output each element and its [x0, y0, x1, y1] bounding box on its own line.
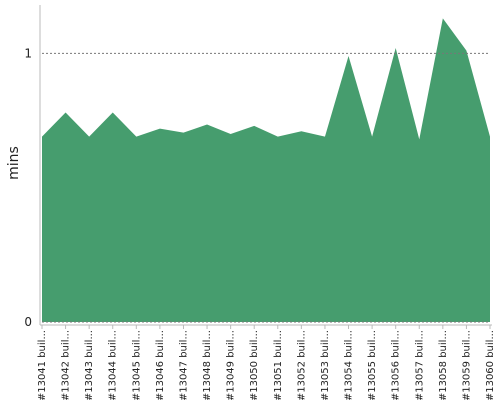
x-tick-label: #13058 buil... — [438, 330, 449, 400]
x-tick-label: #13046 buil... — [155, 330, 166, 400]
x-tick-label: #13050 buil... — [249, 330, 260, 400]
x-tick-label: #13054 buil... — [344, 330, 355, 400]
x-tick-label: #13051 buil... — [273, 330, 284, 400]
x-tick-label: #13044 buil... — [108, 330, 119, 400]
x-tick-label: #13047 buil... — [178, 330, 189, 400]
x-tick-label: #13055 buil... — [367, 330, 378, 400]
x-tick-label: #13042 buil... — [61, 330, 72, 400]
y-axis-label: mins — [6, 146, 22, 180]
x-tick-label: #13059 buil... — [461, 330, 472, 400]
x-tick-label: #13060 buil... — [485, 330, 496, 400]
x-tick-label: #13049 buil... — [226, 330, 237, 400]
x-tick-label: #13056 buil... — [391, 330, 402, 400]
x-tick-label: #13048 buil... — [202, 330, 213, 400]
x-tick-label: #13041 buil... — [37, 330, 48, 400]
area — [42, 18, 490, 323]
y-tick-label: 0 — [24, 315, 32, 329]
x-tick-label: #13057 buil... — [414, 330, 425, 400]
x-tick-label: #13052 buil... — [296, 330, 307, 400]
x-tick-label: #13053 buil... — [320, 330, 331, 400]
x-tick-label: #13043 buil... — [84, 330, 95, 400]
y-tick-label: 1 — [24, 46, 32, 60]
x-tick-label: #13045 buil... — [131, 330, 142, 400]
